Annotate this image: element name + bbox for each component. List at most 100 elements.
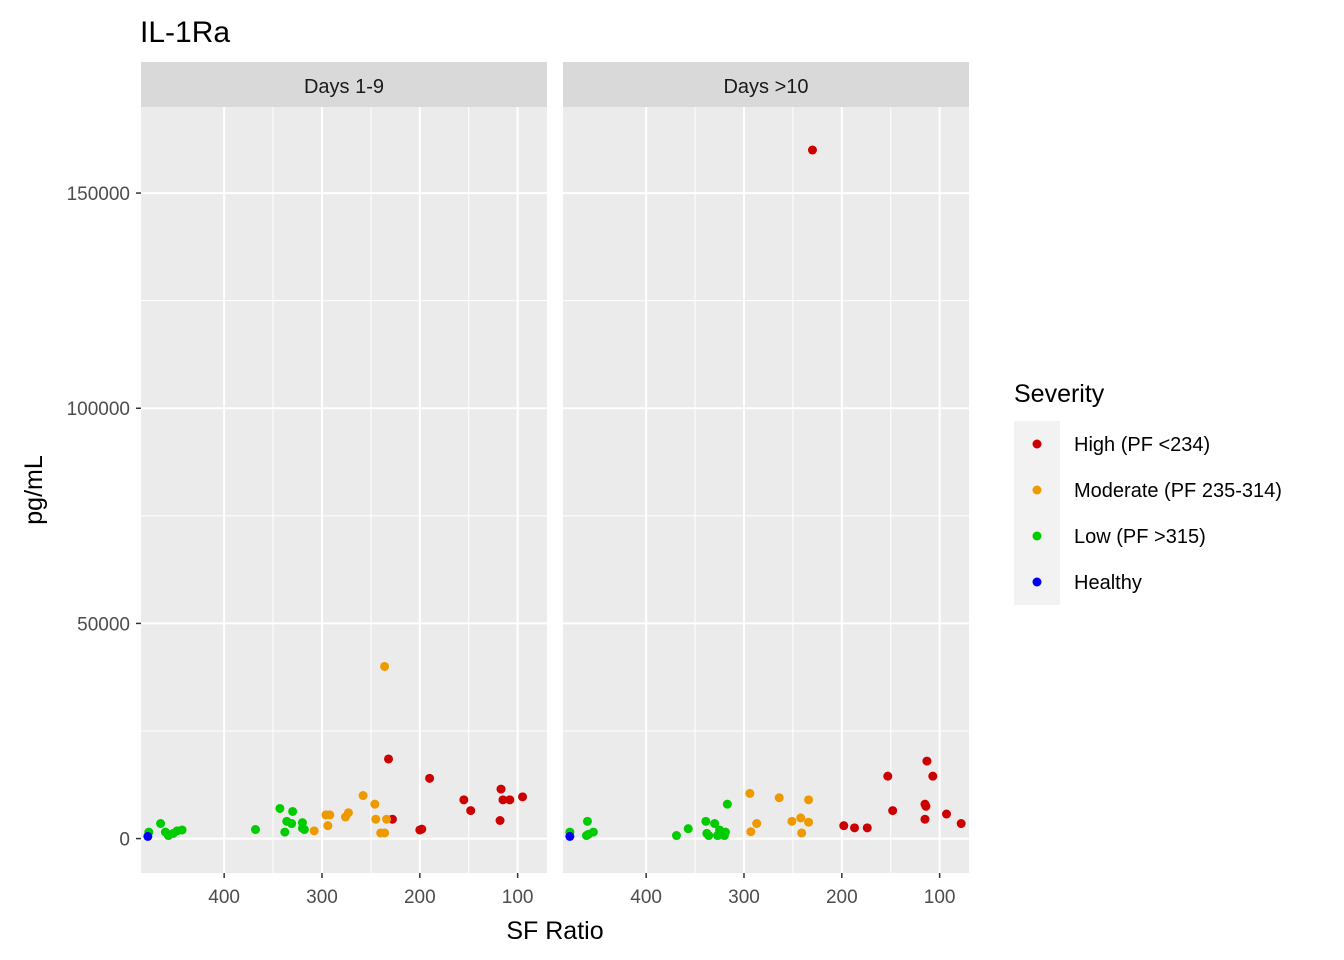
legend-key xyxy=(1032,577,1042,587)
y-tick-label: 150000 xyxy=(67,184,130,205)
data-point xyxy=(928,771,938,781)
data-point xyxy=(588,827,598,837)
legend-key-background xyxy=(1014,421,1060,605)
legend-label: Low (PF >315) xyxy=(1074,526,1206,548)
x-tick-label: 300 xyxy=(728,887,760,908)
data-point xyxy=(807,145,817,155)
data-point xyxy=(177,825,187,835)
legend-items: High (PF <234) Moderate (PF 235-314) Low (… xyxy=(1014,421,1282,605)
data-point xyxy=(804,795,814,805)
data-point xyxy=(309,826,319,836)
data-point xyxy=(922,756,932,766)
x-tick-label: 200 xyxy=(404,887,436,908)
data-point xyxy=(839,821,849,831)
legend-title: Severity xyxy=(1014,380,1105,408)
x-tick-label: 300 xyxy=(306,887,338,908)
data-point xyxy=(323,821,333,831)
data-point xyxy=(287,819,297,829)
legend-label: Moderate (PF 235-314) xyxy=(1074,480,1282,502)
strip-2-background xyxy=(563,62,969,107)
legend-key xyxy=(1032,439,1042,449)
data-point xyxy=(288,806,298,816)
panel-2-grid xyxy=(563,107,969,873)
x-axis-title: SF Ratio xyxy=(506,917,603,945)
y-axis-title: pg/mL xyxy=(20,455,48,525)
data-point xyxy=(921,801,931,811)
legend-label: High (PF <234) xyxy=(1074,434,1210,456)
panel-1-background xyxy=(141,107,547,873)
data-point xyxy=(275,803,285,813)
data-point xyxy=(498,795,508,805)
data-point xyxy=(384,754,394,764)
data-point xyxy=(752,819,762,829)
data-point xyxy=(382,814,392,824)
data-point xyxy=(466,806,476,816)
data-point xyxy=(797,828,807,838)
x-axis-panel-1: 400 300 200 100 xyxy=(208,873,534,908)
data-point xyxy=(722,799,732,809)
strip-1-label: Days 1-9 xyxy=(304,76,384,98)
panel-2-background xyxy=(563,107,969,873)
data-point xyxy=(582,816,592,826)
data-point xyxy=(280,827,290,837)
x-tick-label: 200 xyxy=(826,887,858,908)
data-point xyxy=(710,819,720,829)
data-point xyxy=(380,661,390,671)
data-point xyxy=(745,788,755,798)
x-tick-label: 100 xyxy=(502,887,534,908)
data-point xyxy=(380,828,390,838)
data-point xyxy=(496,784,506,794)
data-point xyxy=(565,831,575,841)
data-point xyxy=(787,816,797,826)
strip-1-background xyxy=(141,62,547,107)
legend-key xyxy=(1032,531,1042,541)
panel-1: Days 1-9 xyxy=(141,62,547,873)
data-point xyxy=(250,825,260,835)
data-point xyxy=(862,823,872,833)
y-tick-label: 50000 xyxy=(77,614,130,635)
data-point xyxy=(746,827,756,837)
panel-2: Days >10 xyxy=(563,62,969,873)
y-axis: 0 50000 100000 150000 xyxy=(67,184,141,851)
data-point xyxy=(495,815,505,825)
data-point xyxy=(371,814,381,824)
data-point xyxy=(683,824,693,834)
x-tick-label: 400 xyxy=(630,887,662,908)
data-point xyxy=(701,816,711,826)
data-point xyxy=(581,831,591,841)
y-tick-label: 100000 xyxy=(67,399,130,420)
y-tick-label: 0 xyxy=(119,830,130,851)
strip-2-label: Days >10 xyxy=(723,76,808,98)
panel-1-points xyxy=(143,661,528,841)
data-point xyxy=(518,792,528,802)
data-point xyxy=(358,791,368,801)
data-point xyxy=(415,825,425,835)
data-point xyxy=(704,831,714,841)
data-point xyxy=(850,823,860,833)
data-point xyxy=(720,827,730,837)
x-tick-label: 400 xyxy=(208,887,240,908)
x-tick-label: 100 xyxy=(924,887,956,908)
data-point xyxy=(425,773,435,783)
data-point xyxy=(774,793,784,803)
data-point xyxy=(883,771,893,781)
data-point xyxy=(671,831,681,841)
panel-2-points xyxy=(565,145,966,841)
chart-title: IL-1Ra xyxy=(140,16,230,49)
data-point xyxy=(941,809,951,819)
data-point xyxy=(143,831,153,841)
panel-1-grid xyxy=(141,107,547,873)
x-axis-panel-2: 400 300 200 100 xyxy=(630,873,956,908)
data-point xyxy=(299,825,309,835)
legend-key xyxy=(1032,485,1042,495)
legend-label: Healthy xyxy=(1074,572,1142,594)
data-point xyxy=(459,795,469,805)
data-point xyxy=(796,813,806,823)
data-point xyxy=(505,795,515,805)
data-point xyxy=(956,819,966,829)
data-point xyxy=(888,806,898,816)
data-point xyxy=(804,817,814,827)
data-point xyxy=(321,810,331,820)
data-point xyxy=(156,819,166,829)
